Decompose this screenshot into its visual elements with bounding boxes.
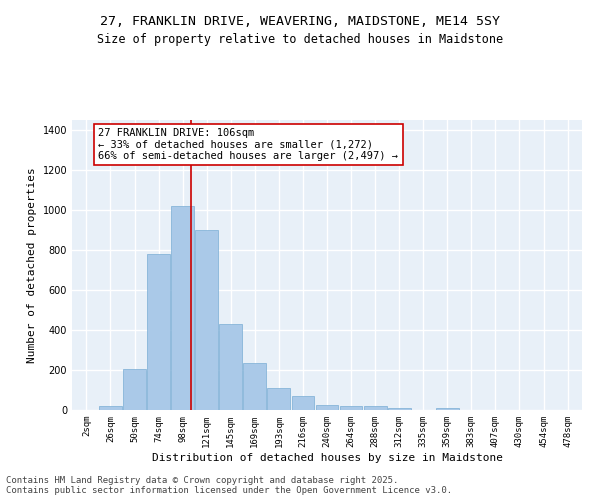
- Bar: [99, 406, 122, 410]
- Bar: [268, 388, 290, 410]
- Bar: [244, 363, 266, 410]
- Bar: [340, 406, 362, 410]
- Text: Size of property relative to detached houses in Maidstone: Size of property relative to detached ho…: [97, 32, 503, 46]
- Bar: [364, 406, 386, 410]
- Bar: [388, 408, 410, 410]
- Bar: [195, 230, 218, 410]
- Text: 27, FRANKLIN DRIVE, WEAVERING, MAIDSTONE, ME14 5SY: 27, FRANKLIN DRIVE, WEAVERING, MAIDSTONE…: [100, 15, 500, 28]
- X-axis label: Distribution of detached houses by size in Maidstone: Distribution of detached houses by size …: [151, 452, 503, 462]
- Text: 27 FRANKLIN DRIVE: 106sqm
← 33% of detached houses are smaller (1,272)
66% of se: 27 FRANKLIN DRIVE: 106sqm ← 33% of detac…: [98, 128, 398, 161]
- Bar: [220, 324, 242, 410]
- Bar: [316, 405, 338, 410]
- Bar: [171, 206, 194, 410]
- Bar: [147, 254, 170, 410]
- Bar: [292, 396, 314, 410]
- Text: Contains HM Land Registry data © Crown copyright and database right 2025.
Contai: Contains HM Land Registry data © Crown c…: [6, 476, 452, 495]
- Y-axis label: Number of detached properties: Number of detached properties: [27, 167, 37, 363]
- Bar: [436, 408, 459, 410]
- Bar: [123, 369, 146, 410]
